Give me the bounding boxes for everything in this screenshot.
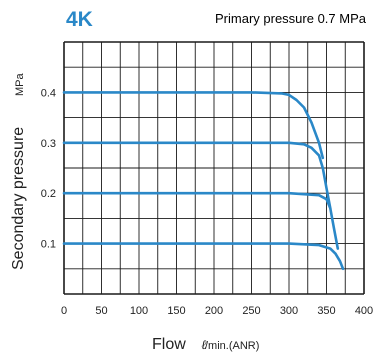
pressure-curve-1 — [62, 91, 325, 160]
y-axis-title: Secondary pressure — [10, 127, 27, 270]
x-axis-title: Flow — [152, 336, 186, 353]
x-tick-label: 400 — [355, 305, 373, 317]
primary-pressure-label: Primary pressure 0.7 MPa — [215, 11, 367, 26]
y-tick-label: 0.4 — [41, 87, 56, 99]
x-tick-label: 100 — [130, 305, 148, 317]
x-tick-label: 350 — [317, 305, 335, 317]
pressure-curves — [62, 91, 345, 271]
grid — [63, 41, 365, 295]
pressure-curve-4 — [62, 242, 345, 271]
y-tick-label: 0.3 — [41, 138, 56, 150]
x-tick-label: 300 — [280, 305, 298, 317]
x-tick-label: 50 — [95, 305, 107, 317]
x-tick-label: 0 — [61, 305, 67, 317]
x-tick-label: 200 — [205, 305, 223, 317]
model-label: 4K — [66, 8, 93, 31]
x-axis-unit: /min.(ANR) — [205, 340, 259, 352]
y-axis-unit: MPa — [14, 73, 26, 97]
y-tick-label: 0.2 — [41, 188, 56, 200]
x-axis-unit-symbol: ℓ — [201, 337, 207, 352]
x-tick-label: 150 — [167, 305, 185, 317]
y-tick-label: 0.1 — [41, 239, 56, 251]
pressure-curve-2 — [62, 141, 332, 210]
tick-labels: 0 50 100 150 200 250 300 350 400 0.1 0.2 0.3 0.4 — [41, 87, 373, 317]
x-tick-label: 250 — [242, 305, 260, 317]
pressure-curve-3 — [62, 191, 340, 250]
